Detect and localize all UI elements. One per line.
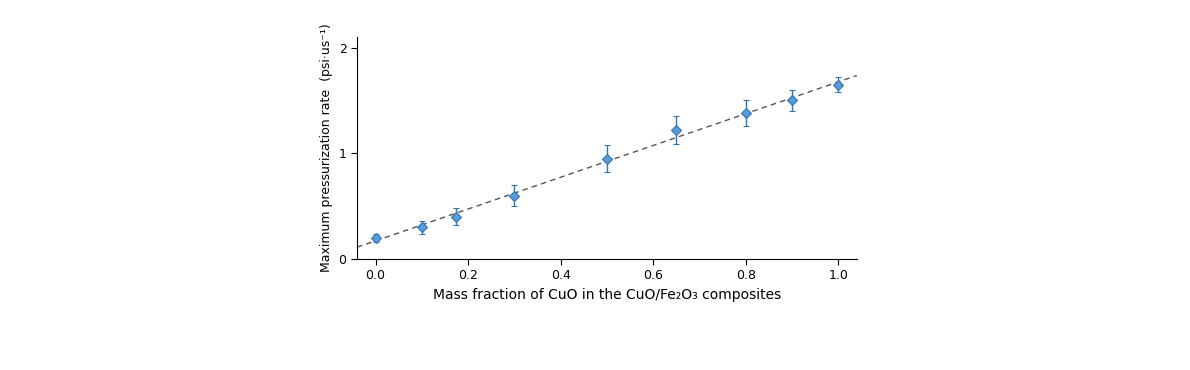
Y-axis label: Maximum pressurization rate  (psi·us⁻¹): Maximum pressurization rate (psi·us⁻¹) xyxy=(320,24,333,272)
X-axis label: Mass fraction of CuO in the CuO/Fe₂O₃ composites: Mass fraction of CuO in the CuO/Fe₂O₃ co… xyxy=(433,288,781,302)
